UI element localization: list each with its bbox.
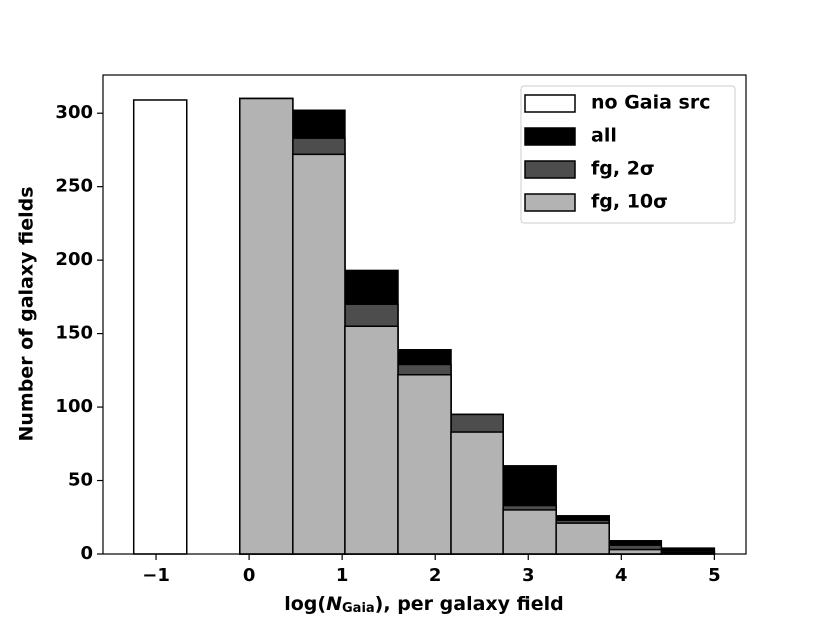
histogram-bar (239, 97, 294, 555)
legend-swatch (524, 127, 576, 146)
plot-frame (102, 74, 747, 555)
y-tick-label: 300 (55, 102, 93, 123)
y-tick-label: 250 (55, 176, 93, 197)
x-tick-label: 3 (522, 565, 535, 586)
x-tick-label: 5 (708, 565, 721, 586)
legend-swatch (524, 160, 576, 179)
y-tick-label: 50 (68, 470, 93, 491)
legend-box (520, 85, 736, 224)
x-tick-label: 2 (429, 565, 442, 586)
histogram-bar (450, 431, 504, 555)
histogram-bar (132, 99, 188, 555)
x-tick-label: −1 (142, 565, 170, 586)
x-axis-label: log(NGaia), per galaxy field (284, 593, 564, 616)
histogram-bar (397, 373, 452, 555)
x-tick-label: 1 (336, 565, 349, 586)
x-tick-label: 0 (243, 565, 256, 586)
y-tick-label: 150 (55, 323, 93, 344)
legend-label: no Gaia src (591, 92, 711, 114)
histogram-bar (344, 325, 399, 555)
histogram-bar (292, 153, 346, 555)
histogram-bar (502, 509, 557, 555)
y-axis-label: Number of galaxy fields (16, 186, 38, 441)
y-tick-label: 100 (55, 396, 93, 417)
legend-label: fg, 2σ (591, 158, 655, 180)
legend-swatch (524, 94, 576, 113)
histogram-bar (555, 522, 610, 555)
x-tick-label: 4 (615, 565, 628, 586)
y-tick-label: 200 (55, 249, 93, 270)
y-tick-label: 0 (80, 543, 93, 564)
legend-swatch (524, 193, 576, 212)
legend-label: all (591, 125, 617, 147)
legend-label: fg, 10σ (591, 191, 668, 213)
histogram-bar (608, 548, 663, 555)
